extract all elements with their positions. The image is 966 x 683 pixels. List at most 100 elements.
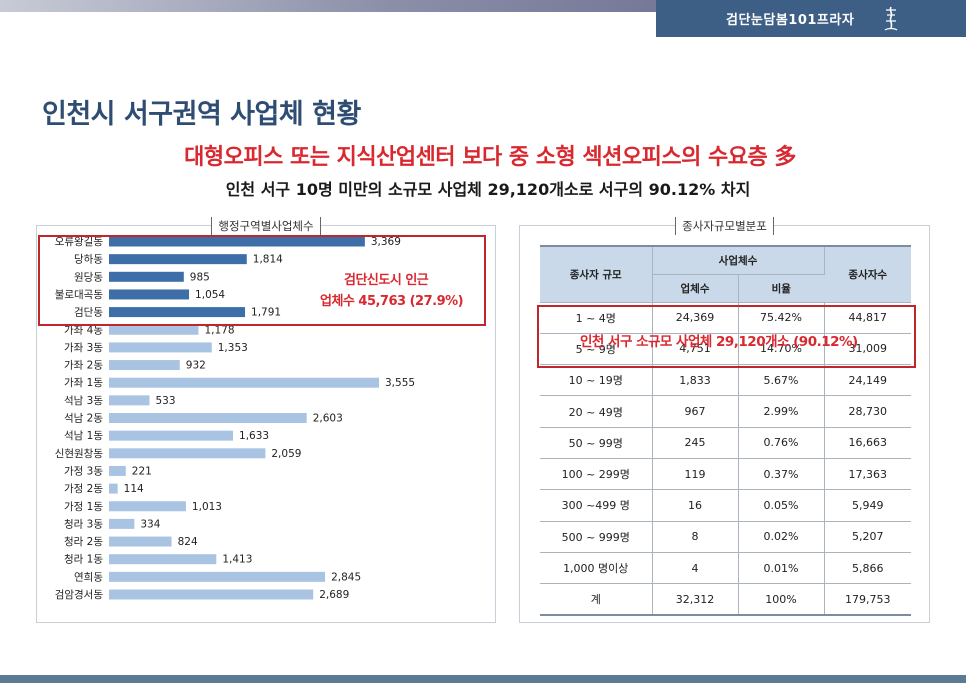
- cell-count: 119: [652, 458, 739, 491]
- bar: [109, 236, 365, 247]
- bar: [109, 430, 234, 441]
- table-row: 5 ~ 9명 4,751 14.70% 31,009: [540, 333, 911, 366]
- header-workers: 종사자수: [824, 245, 911, 303]
- table-row-total: 계 32,312 100% 179,753: [540, 583, 911, 616]
- cell-count: 16: [652, 489, 739, 522]
- bar-value-label: 1,013: [192, 501, 222, 513]
- bar-category-label: 가좌 2동: [64, 360, 103, 372]
- cell-workers: 5,949: [824, 489, 911, 522]
- bar-value-label: 2,689: [319, 589, 349, 601]
- brand-name: 검단눈담봄101프라자: [726, 13, 855, 28]
- bar: [109, 360, 180, 371]
- bar-category-label: 오류왕길동: [55, 235, 104, 248]
- bar: [109, 377, 379, 388]
- cell-size: 500 ~ 999명: [540, 521, 653, 553]
- bar: [109, 571, 326, 582]
- cell-size: 50 ~ 99명: [540, 427, 653, 459]
- bar: [109, 518, 135, 529]
- cell-size: 계: [540, 583, 653, 616]
- bar: [109, 254, 247, 265]
- bar: [109, 395, 150, 406]
- summary-line: 인천 서구 10명 미만의 소규모 사업체 29,120개소로 서구의 90.1…: [225, 180, 751, 199]
- bar-category-label: 가정 2동: [64, 483, 103, 495]
- cell-size: 1 ~ 4명: [540, 302, 653, 334]
- cell-ratio: 0.01%: [738, 552, 825, 585]
- cell-workers: 28,730: [824, 395, 911, 428]
- bar-category-label: 가정 1동: [64, 501, 103, 513]
- bar-category-label: 가좌 1동: [64, 377, 103, 389]
- cell-workers: 5,207: [824, 521, 911, 553]
- bar-value-label: 114: [124, 483, 144, 495]
- bar-category-label: 불로대곡동: [55, 289, 104, 301]
- table-title: 종사자규모별분포: [675, 217, 774, 235]
- bar-value-label: 2,059: [271, 448, 301, 460]
- bar-category-label: 검암경서동: [55, 588, 104, 601]
- bar-category-label: 석남 1동: [64, 430, 103, 442]
- cell-ratio: 0.05%: [738, 489, 825, 522]
- bar-category-label: 청라 3동: [64, 518, 103, 530]
- brand-header: 검단눈담봄101프라자: [656, 0, 966, 37]
- bottom-bar: [0, 675, 966, 683]
- bar-category-label: 가정 3동: [64, 465, 103, 477]
- header-size: 종사자 규모: [540, 245, 653, 303]
- cell-workers: 16,663: [824, 427, 911, 459]
- bar-category-label: 청라 2동: [64, 536, 103, 548]
- bar-value-label: 1,814: [253, 254, 283, 266]
- bar-value-label: 824: [178, 536, 198, 548]
- cell-ratio: 100%: [738, 583, 825, 616]
- bar-category-label: 가좌 3동: [64, 342, 103, 354]
- cell-size: 300 ~499 명: [540, 489, 653, 522]
- cell-workers: 179,753: [824, 583, 911, 616]
- cell-count: 32,312: [652, 583, 739, 616]
- cell-size: 20 ~ 49명: [540, 395, 653, 428]
- bar-category-label: 원당동: [74, 271, 103, 283]
- highlight-text-small-business: 인천 서구 소규모 사업체 29,120개소 (90.12%): [580, 334, 858, 350]
- bar-category-label: 신현원창동: [55, 448, 104, 460]
- bar-value-label: 1,633: [239, 430, 269, 442]
- table-row: 300 ~499 명 16 0.05% 5,949: [540, 489, 911, 522]
- bar-category-label: 가좌 4동: [64, 324, 103, 336]
- bar-value-label: 2,603: [313, 413, 343, 425]
- size-distribution-table: 종사자 규모 사업체수 종사자수 업체수 비율 1 ~ 4명 24,369 75.4…: [540, 245, 911, 616]
- cell-ratio: 0.02%: [738, 521, 825, 553]
- bar-value-label: 2,845: [331, 571, 361, 583]
- cell-workers: 44,817: [824, 302, 911, 334]
- cell-size: 5 ~ 9명: [540, 333, 653, 366]
- bar: [109, 289, 190, 300]
- bar-value-label: 985: [190, 271, 210, 283]
- table-row: 20 ~ 49명 967 2.99% 28,730: [540, 395, 911, 428]
- table-row: 1 ~ 4명 24,369 75.42% 44,817: [540, 302, 911, 334]
- bar: [109, 413, 307, 423]
- cell-count: 967: [652, 395, 739, 428]
- bar-value-label: 1,178: [204, 324, 234, 336]
- highlight-box-small-business: [537, 305, 916, 368]
- highlight-text-line2: 업체수 45,763 (27.9%): [320, 294, 464, 309]
- chart-title: 행정구역별사업체수: [211, 217, 321, 235]
- cell-count: 4,751: [652, 333, 739, 366]
- bar: [109, 483, 118, 494]
- district-bar-chart: 오류왕길동 3,369 당하동 1,814 원당동 985 불로대곡동 1,054 검단동 1,7…: [55, 235, 415, 601]
- bar-category-label: 검단동: [74, 307, 103, 319]
- bar-category-label: 청라 1동: [64, 554, 103, 566]
- bar-value-label: 3,369: [371, 236, 401, 248]
- header-business-count: 사업체수: [652, 245, 825, 275]
- cell-ratio: 75.42%: [738, 302, 825, 334]
- bar: [109, 271, 184, 282]
- bar-category-label: 석남 2동: [64, 413, 103, 425]
- table-row: 1,000 명이상 4 0.01% 5,866: [540, 552, 911, 585]
- table-subheader-row: 업체수 비율: [540, 274, 911, 303]
- bar-category-label: 연희동: [74, 571, 103, 583]
- page-subtitle: 대형오피스 또는 지식산업센터 보다 중 소형 섹션오피스의 수요층 多: [184, 145, 796, 170]
- bar-value-label: 1,791: [251, 307, 281, 319]
- cell-count: 4: [652, 552, 739, 585]
- cell-count: 1,833: [652, 364, 739, 397]
- bar-category-label: 석남 3동: [64, 395, 103, 407]
- cell-ratio: 0.76%: [738, 427, 825, 459]
- cell-count: 245: [652, 427, 739, 459]
- header-count: 업체수: [652, 274, 739, 303]
- cell-size: 10 ~ 19명: [540, 364, 653, 397]
- cell-ratio: 5.67%: [738, 364, 825, 397]
- table-row: 500 ~ 999명 8 0.02% 5,207: [540, 521, 911, 553]
- bar: [109, 324, 199, 335]
- district-chart-panel: 행정구역별사업체수 오류왕길동 3,369 당하동 1,814 원당동 985 불로대곡동 1…: [36, 217, 496, 623]
